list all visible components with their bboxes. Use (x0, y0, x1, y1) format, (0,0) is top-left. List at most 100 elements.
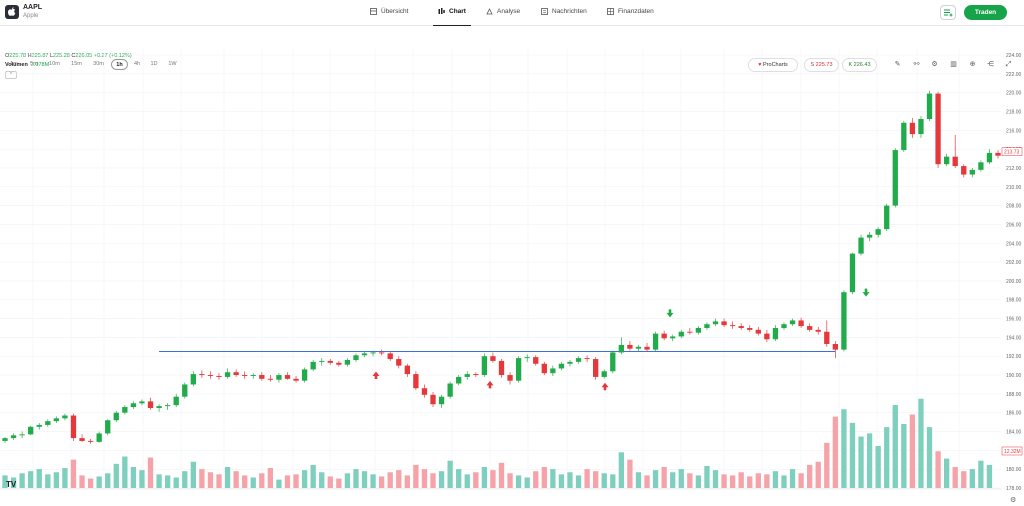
volume-bar (533, 471, 539, 488)
volume-bar (250, 477, 256, 488)
candle-body (293, 378, 299, 381)
candle-body (952, 156, 958, 167)
tab-label: Übersicht (381, 8, 409, 15)
timeframe-1m[interactable]: 1m (10, 61, 18, 67)
candle-body (233, 372, 239, 376)
candle-body (695, 327, 702, 333)
trade-button[interactable]: Traden (964, 5, 1007, 20)
volume-bar (918, 398, 924, 488)
candle-body (627, 344, 633, 349)
volume-bar (935, 451, 941, 488)
candle-body (575, 358, 582, 362)
candle-body (122, 407, 128, 413)
volume-bar (481, 467, 488, 488)
candle-body (481, 356, 488, 376)
watchlist-button[interactable] (940, 5, 956, 20)
candle-body (490, 356, 496, 361)
y-tick-label: 224.00 (1006, 53, 1022, 59)
fullscreen-icon[interactable]: ⤢ (1005, 61, 1012, 68)
tab-label: Chart (449, 8, 466, 15)
apple-logo (5, 5, 19, 19)
y-tick-label: 198.00 (1006, 298, 1022, 304)
tab-news[interactable]: Nachrichten (541, 8, 587, 26)
tradingview-logo[interactable]: TV (6, 480, 17, 489)
volume-bar (704, 465, 710, 488)
y-tick-label: 216.00 (1006, 128, 1022, 134)
collapse-legend-button[interactable]: ^ (5, 71, 17, 79)
volume-bar (926, 427, 933, 488)
volume-bar (515, 475, 522, 488)
candle-body (884, 205, 890, 230)
chart-settings-icon[interactable]: ⚙ (1010, 497, 1017, 504)
volume-label: Volumen (5, 62, 28, 68)
y-tick-label: 218.00 (1006, 109, 1022, 115)
y-tick-label: 194.00 (1006, 335, 1022, 341)
candle-body (70, 415, 77, 439)
candle-body (807, 326, 813, 330)
candle-body (849, 253, 856, 293)
tab-overview[interactable]: Übersicht (370, 8, 408, 26)
tab-financials[interactable]: Finanzdaten (607, 8, 654, 26)
financials-icon (607, 8, 614, 15)
candle-body (87, 440, 94, 442)
timeframe-5m[interactable]: 5m (30, 61, 38, 67)
close-label: C (71, 53, 76, 59)
volume-bar (62, 468, 68, 488)
sell-button[interactable]: S 225.73 (804, 58, 839, 72)
volume-bar (687, 473, 693, 488)
volume-bar (190, 461, 196, 488)
candle-body (935, 93, 941, 165)
volume-bar (267, 468, 274, 488)
volume-value-box (1001, 446, 1023, 456)
buy-signal-arrow (372, 371, 380, 379)
volume-bar (884, 427, 890, 488)
candle-body (541, 363, 547, 374)
candle-body (139, 401, 145, 404)
timeframe-4h[interactable]: 4h (133, 61, 141, 67)
candle-body (593, 359, 599, 377)
timeframe-10m[interactable]: 10m (49, 61, 60, 67)
y-tick-label: 204.00 (1006, 241, 1022, 247)
volume-legend: Volumen 3.078M (5, 62, 49, 68)
buy-button[interactable]: K 226.43 (842, 58, 877, 72)
volume-bar (610, 474, 616, 488)
timeframe-1d[interactable]: 1D (150, 61, 158, 67)
chart-type-icon[interactable]: ▥ (950, 61, 957, 68)
volume-bar (986, 464, 993, 488)
volume-bar (45, 474, 51, 488)
volume-bar (130, 467, 137, 488)
candle-body (2, 438, 8, 441)
settings-gear-icon[interactable]: ⚙ (931, 61, 938, 68)
volume-bar (430, 473, 436, 488)
timeframe-15m[interactable]: 15m (71, 61, 82, 67)
timeframe-1w[interactable]: 1W (168, 61, 177, 67)
analysis-icon (486, 8, 493, 15)
tab-chart[interactable]: Chart (433, 8, 471, 26)
candle-body (361, 353, 368, 356)
compare-icon[interactable]: ⊕ (969, 61, 976, 68)
candle-body (430, 394, 436, 405)
chart-toolbar: 1m 5m 10m 15m 30m 1h 4h 1D 1W ♥ ProChart… (0, 27, 1024, 72)
volume-bar (978, 460, 984, 488)
draw-tool-icon[interactable]: ✎ (894, 61, 901, 68)
candle-body (815, 329, 821, 332)
volume-bar (798, 473, 804, 488)
prochart-button[interactable]: ♥ ProCharts (748, 58, 798, 72)
volume-bar (70, 459, 77, 488)
candle-body (652, 333, 659, 350)
y-tick-label: 190.00 (1006, 373, 1022, 379)
volume-bar (139, 470, 145, 488)
tab-analysis[interactable]: Analyse (486, 8, 520, 26)
indicators-icon[interactable]: ⚯ (913, 61, 920, 68)
volume-bar (182, 471, 188, 488)
share-icon[interactable]: ⋲ (987, 61, 994, 68)
timeframe-1h[interactable]: 1h (111, 59, 128, 70)
timeframe-30m[interactable]: 30m (93, 61, 104, 67)
volume-bar (207, 472, 214, 488)
buy-signal-arrow (486, 380, 494, 389)
price-chart[interactable]: 224.00222.00220.00218.00216.00214.00212.… (0, 49, 1024, 495)
candle-body (327, 360, 333, 363)
volume-bar (952, 467, 958, 488)
candle-body (584, 358, 590, 360)
volume-bar (584, 469, 590, 488)
